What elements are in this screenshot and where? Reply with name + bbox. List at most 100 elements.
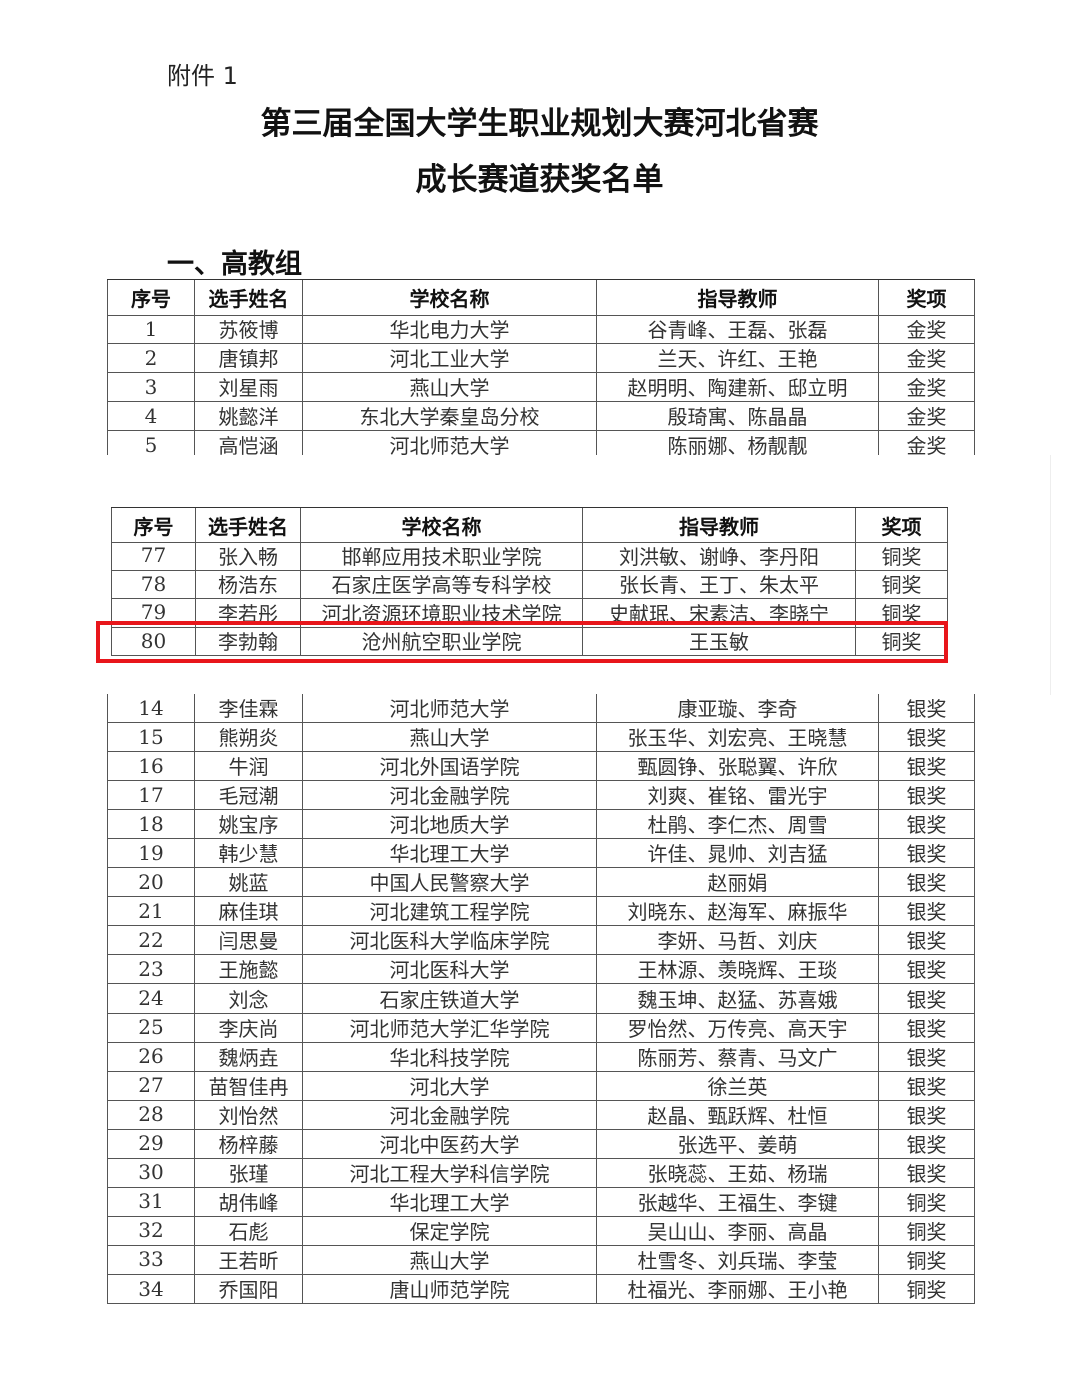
cell-index: 19 <box>107 838 194 868</box>
table-row: 30 张瑾 河北工程大学科信学院 张晓蕊、王茹、杨瑞 银奖 <box>107 1157 975 1188</box>
attachment-label: 附件 1 <box>167 62 238 90</box>
cell-index: 23 <box>107 954 194 984</box>
cell-advisors: 刘爽、崔铭、雷光宇 <box>596 780 878 810</box>
cell-advisors: 魏玉坤、赵猛、苏喜娥 <box>596 983 878 1013</box>
cell-school: 邯郸应用技术职业学院 <box>300 541 582 570</box>
cell-award: 银奖 <box>878 1099 975 1129</box>
table-row: 14 李佳霖 河北师范大学 康亚璇、李奇 银奖 <box>107 694 975 724</box>
cell-school: 沧州航空职业学院 <box>300 626 582 655</box>
cell-award: 银奖 <box>878 1012 975 1042</box>
table-row: 31 胡伟峰 华北理工大学 张越华、王福生、李键 铜奖 <box>107 1186 975 1217</box>
cell-award: 银奖 <box>878 809 975 839</box>
cell-school: 河北工业大学 <box>302 343 596 372</box>
cell-school: 东北大学秦皇岛分校 <box>302 401 596 430</box>
cell-index: 34 <box>107 1274 194 1304</box>
cell-index: 1 <box>107 314 194 343</box>
cell-index: 4 <box>107 401 194 430</box>
cell-contestant: 毛冠潮 <box>194 780 302 810</box>
cell-contestant: 苏筱博 <box>194 314 302 343</box>
table-row: 21 麻佳琪 河北建筑工程学院 刘晓东、赵海军、麻振华 银奖 <box>107 896 975 927</box>
award-table-bronze-excerpt: 序号 选手姓名 学校名称 指导教师 奖项 77 张入畅 邯郸应用技术职业学院 刘洪敏、谢峥、李丹… <box>111 507 948 657</box>
cell-contestant: 姚宝序 <box>194 809 302 839</box>
cell-award: 银奖 <box>878 694 975 723</box>
cell-index: 16 <box>107 751 194 781</box>
cell-advisors: 刘洪敏、谢峥、李丹阳 <box>582 541 855 570</box>
cell-school: 河北师范大学 <box>302 694 596 723</box>
table-row: 17 毛冠潮 河北金融学院 刘爽、崔铭、雷光宇 银奖 <box>107 780 975 811</box>
cell-advisors: 杜鹃、李仁杰、周雪 <box>596 809 878 839</box>
cell-contestant: 张入畅 <box>195 541 300 570</box>
cell-advisors: 陈丽娜、杨靓靓 <box>596 430 878 455</box>
cell-contestant: 刘念 <box>194 983 302 1013</box>
header-advisors: 指导教师 <box>582 508 855 542</box>
cell-index: 24 <box>107 983 194 1013</box>
cell-school: 燕山大学 <box>302 372 596 401</box>
cell-index: 26 <box>107 1041 194 1071</box>
cell-school: 河北医科大学 <box>302 954 596 984</box>
cell-index: 15 <box>107 722 194 752</box>
cell-index: 20 <box>107 867 194 897</box>
cell-school: 河北中医药大学 <box>302 1128 596 1158</box>
cell-school: 华北理工大学 <box>302 838 596 868</box>
cell-award: 金奖 <box>878 401 975 430</box>
cell-advisors: 王玉敏 <box>582 626 855 655</box>
cell-school: 河北大学 <box>302 1070 596 1100</box>
cell-advisors: 杜福光、李丽娜、王小艳 <box>596 1274 878 1304</box>
table-row: 26 魏炳垚 华北科技学院 陈丽芳、蔡青、马文广 银奖 <box>107 1041 975 1072</box>
cell-advisors: 谷青峰、王磊、张磊 <box>596 314 878 343</box>
cell-award: 银奖 <box>878 780 975 810</box>
header-index: 序号 <box>107 280 194 315</box>
document-subtitle: 成长赛道获奖名单 <box>415 162 664 198</box>
cell-school: 燕山大学 <box>302 722 596 752</box>
cell-contestant: 李庆尚 <box>194 1012 302 1042</box>
cell-contestant: 王施懿 <box>194 954 302 984</box>
cell-contestant: 唐镇邦 <box>194 343 302 372</box>
cell-advisors: 张越华、王福生、李键 <box>596 1186 878 1216</box>
cell-school: 河北金融学院 <box>302 1099 596 1129</box>
cell-contestant: 牛润 <box>194 751 302 781</box>
cell-contestant: 姚懿洋 <box>194 401 302 430</box>
cell-advisors: 赵晶、甄跃辉、杜恒 <box>596 1099 878 1129</box>
cell-index: 79 <box>111 598 195 627</box>
cell-school: 河北外国语学院 <box>302 751 596 781</box>
cell-advisors: 徐兰英 <box>596 1070 878 1100</box>
cell-contestant: 韩少慧 <box>194 838 302 868</box>
cell-award: 银奖 <box>878 954 975 984</box>
highlight-box <box>96 621 948 663</box>
cell-advisors: 刘晓东、赵海军、麻振华 <box>596 896 878 926</box>
cell-advisors: 殷琦寓、陈晶晶 <box>596 401 878 430</box>
cell-index: 77 <box>111 541 195 570</box>
cell-advisors: 康亚璇、李奇 <box>596 694 878 723</box>
cell-advisors: 兰天、许红、王艳 <box>596 343 878 372</box>
cell-advisors: 甄圆铮、张聪翼、许欣 <box>596 751 878 781</box>
cell-award: 铜奖 <box>878 1274 975 1304</box>
cell-school: 河北师范大学汇华学院 <box>302 1012 596 1042</box>
table-row: 80 李勃翰 沧州航空职业学院 王玉敏 铜奖 <box>111 626 948 656</box>
table-row: 23 王施懿 河北医科大学 王林源、羡晓辉、王琰 银奖 <box>107 954 975 985</box>
cell-index: 14 <box>107 694 194 723</box>
cell-school: 河北医科大学临床学院 <box>302 925 596 955</box>
cell-contestant: 李佳霖 <box>194 694 302 723</box>
table-row: 1 苏筱博 华北电力大学 谷青峰、王磊、张磊 金奖 <box>107 314 975 344</box>
header-index: 序号 <box>111 508 195 542</box>
cell-contestant: 高恺涵 <box>194 430 302 455</box>
table-row: 29 杨梓藤 河北中医药大学 张选平、姜萌 银奖 <box>107 1128 975 1159</box>
document-title: 第三届全国大学生职业规划大赛河北省赛 <box>260 106 819 142</box>
cell-award: 银奖 <box>878 925 975 955</box>
cell-school: 中国人民警察大学 <box>302 867 596 897</box>
table-row: 78 杨浩东 石家庄医学高等专科学校 张长青、王丁、朱太平 铜奖 <box>111 569 948 599</box>
cell-index: 3 <box>107 372 194 401</box>
cell-school: 河北建筑工程学院 <box>302 896 596 926</box>
cell-advisors: 张玉华、刘宏亮、王晓慧 <box>596 722 878 752</box>
cell-school: 河北工程大学科信学院 <box>302 1157 596 1187</box>
cell-index: 25 <box>107 1012 194 1042</box>
cell-contestant: 李勃翰 <box>195 626 300 655</box>
cell-award: 银奖 <box>878 1041 975 1071</box>
table-row: 34 乔国阳 唐山师范学院 杜福光、李丽娜、王小艳 铜奖 <box>107 1274 975 1305</box>
cell-contestant: 魏炳垚 <box>194 1041 302 1071</box>
header-school: 学校名称 <box>302 280 596 315</box>
cell-award: 金奖 <box>878 343 975 372</box>
cell-index: 27 <box>107 1070 194 1100</box>
table-row: 28 刘怡然 河北金融学院 赵晶、甄跃辉、杜恒 银奖 <box>107 1099 975 1130</box>
cell-advisors: 陈丽芳、蔡青、马文广 <box>596 1041 878 1071</box>
